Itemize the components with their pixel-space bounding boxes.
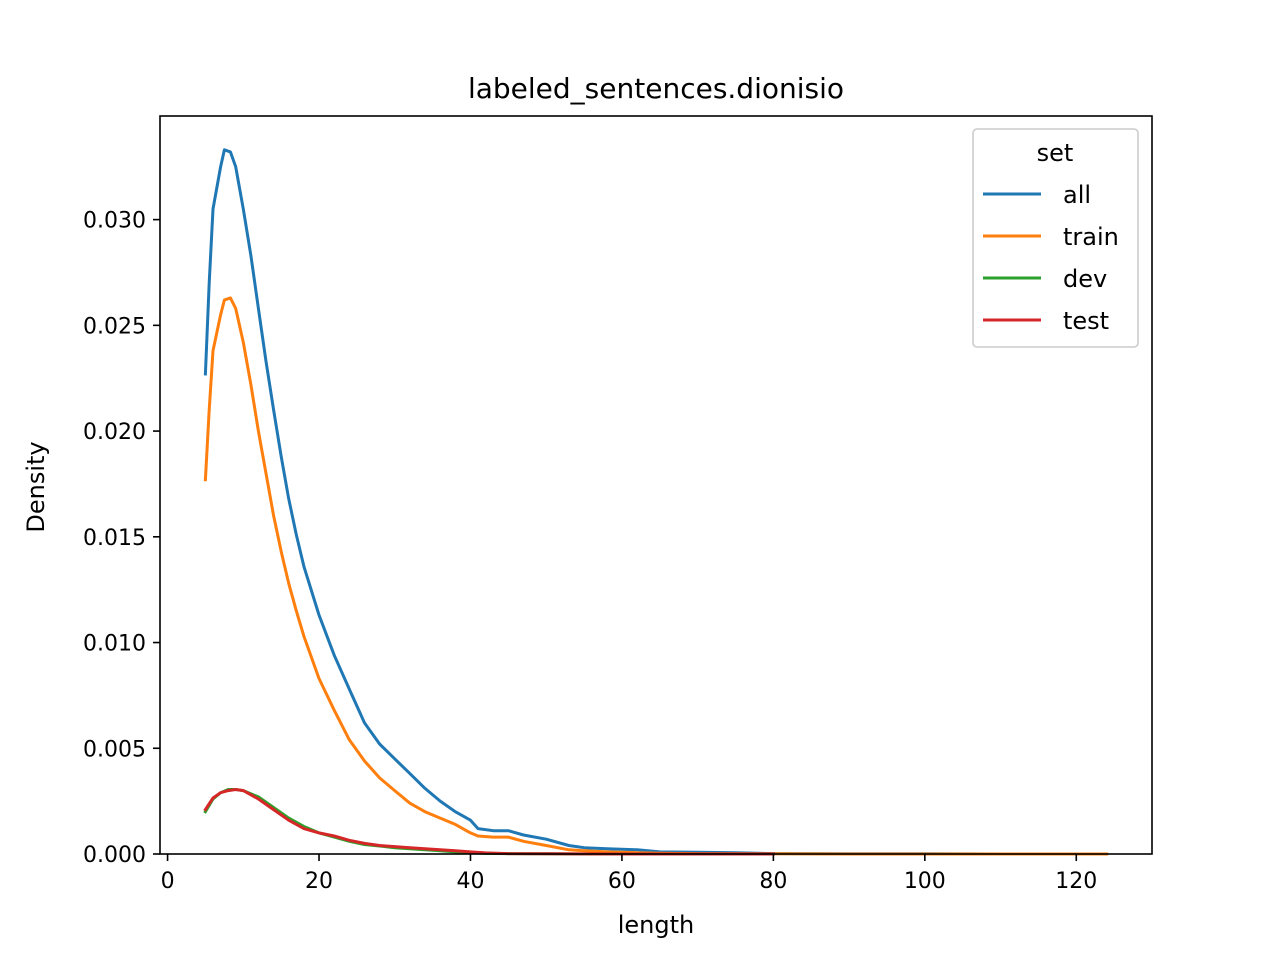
- x-tick-label: 0: [161, 869, 175, 894]
- x-tick-label: 80: [759, 869, 787, 894]
- x-tick-label: 20: [305, 869, 333, 894]
- legend-title: set: [1037, 139, 1074, 167]
- y-tick-label: 0.015: [83, 526, 146, 551]
- legend-label-dev: dev: [1063, 265, 1107, 293]
- x-axis-ticks: 0 20 40 60 80 100 120: [161, 854, 1097, 894]
- y-tick-label: 0.020: [83, 420, 146, 445]
- y-tick-label: 0.005: [83, 737, 146, 762]
- x-tick-label: 100: [904, 869, 946, 894]
- x-axis-label: length: [618, 911, 695, 939]
- y-axis-ticks: 0.000 0.005 0.010 0.015 0.020 0.025 0.030: [83, 209, 160, 868]
- y-axis-label: Density: [22, 441, 50, 532]
- legend-box: [972, 128, 1139, 348]
- x-tick-label: 120: [1055, 869, 1097, 894]
- legend-label-all: all: [1063, 181, 1091, 209]
- y-tick-label: 0.025: [83, 314, 146, 339]
- chart-title: labeled_sentences.dionisio: [468, 72, 844, 105]
- series-line-all: [203, 148, 1109, 856]
- series-line-test: [203, 788, 775, 856]
- x-tick-label: 60: [608, 869, 636, 894]
- legend-label-test: test: [1063, 307, 1109, 335]
- plot-frame: [159, 115, 1153, 855]
- y-tick-label: 0.000: [83, 843, 146, 868]
- series-line-train: [203, 296, 1109, 856]
- x-tick-label: 40: [456, 869, 484, 894]
- y-tick-label: 0.010: [83, 632, 146, 657]
- legend: set all train dev test: [972, 128, 1139, 348]
- y-tick-label: 0.030: [83, 209, 146, 234]
- legend-label-train: train: [1063, 223, 1119, 251]
- legend-items: all train dev test: [983, 181, 1119, 335]
